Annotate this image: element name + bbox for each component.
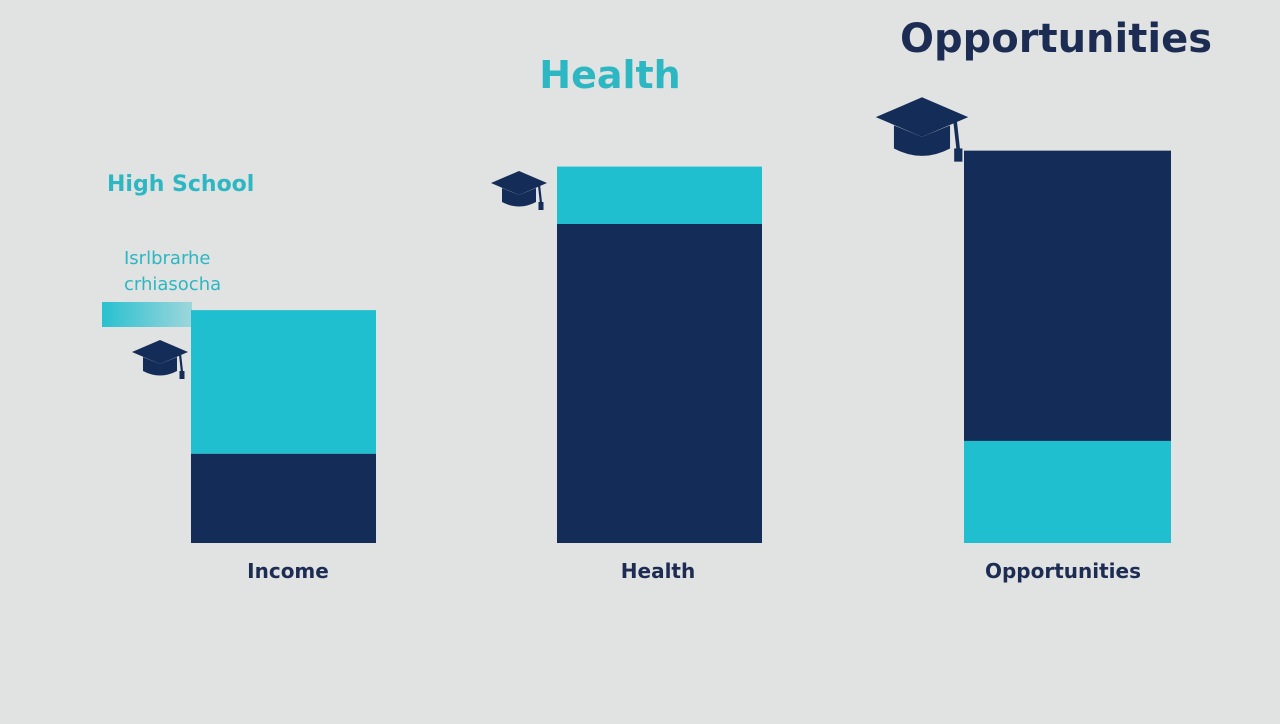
bar-health-segment-2 xyxy=(557,166,762,224)
annotation-high-school: High School xyxy=(107,172,254,197)
bar-income-segment-1 xyxy=(191,453,376,543)
graduation-cap-icon xyxy=(875,97,969,162)
annotation-garbled-line-2: crhiasocha xyxy=(124,274,221,295)
category-label-income: Income xyxy=(247,559,329,583)
icons-group xyxy=(132,97,969,379)
decorative-teal-tab xyxy=(102,302,192,327)
graduation-cap-icon xyxy=(132,340,188,379)
bar-income-segment-2 xyxy=(191,310,376,454)
annotation-garbled-line-1: Isrlbrarhe xyxy=(124,248,211,269)
annotation-health-heading: Health xyxy=(539,53,680,97)
graduation-cap-icon xyxy=(491,171,547,210)
bar-opportunities-segment-1 xyxy=(964,440,1171,543)
bars-group xyxy=(191,150,1171,543)
bar-opportunities-segment-2 xyxy=(964,150,1171,441)
bar-health-segment-1 xyxy=(557,224,762,543)
annotation-opportunities-heading: Opportunities xyxy=(900,16,1212,62)
category-label-health: Health xyxy=(621,559,695,583)
category-label-opportunities: Opportunities xyxy=(985,559,1141,583)
